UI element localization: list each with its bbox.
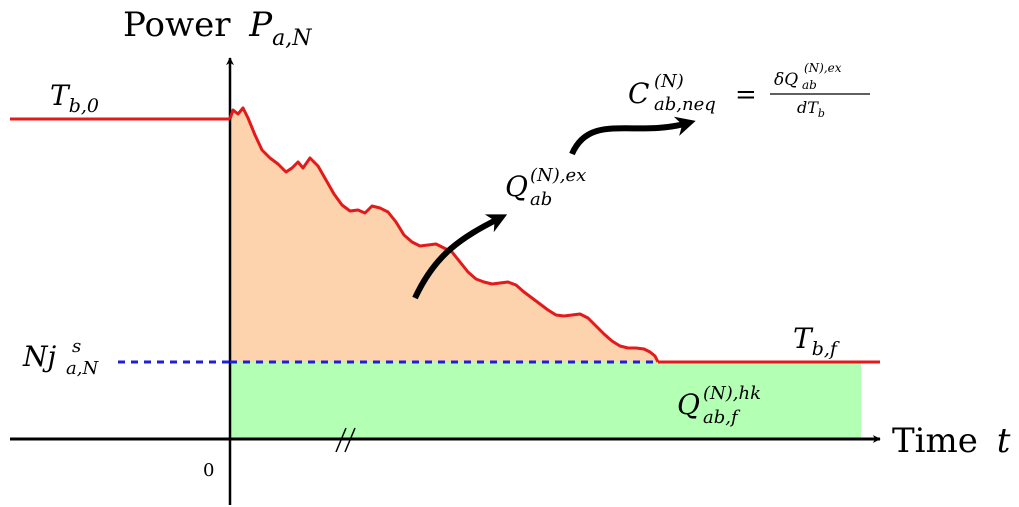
arrow-to-heat-capacity (569, 116, 696, 156)
housekeeping-heat-region (230, 362, 861, 439)
svg-text:Q: Q (677, 388, 700, 421)
svg-text:dTb: dTb (797, 98, 825, 120)
arrow-to-excess-heat (412, 214, 508, 300)
y-axis-title: Power Pa,N (123, 5, 312, 51)
svg-text:ab,neq: ab,neq (654, 94, 716, 115)
initial-temperature-label: Tb,0 (50, 79, 99, 117)
svg-text:s: s (72, 336, 81, 357)
svg-text:(N),ex: (N),ex (804, 61, 842, 75)
housekeeping-heat-label: Q (N),hk ab,f (677, 383, 761, 428)
x-axis-title: Time t (892, 421, 1011, 461)
svg-text:(N),hk: (N),hk (703, 383, 761, 404)
svg-text:C: C (628, 77, 649, 110)
svg-text:δQ: δQ (774, 70, 798, 90)
svg-text:a,N: a,N (66, 358, 99, 379)
svg-text:ab: ab (530, 189, 552, 210)
svg-text:ab: ab (802, 78, 817, 92)
heat-capacity-formula: C (N) ab,neq = δQ (N),ex ab dTb (628, 61, 870, 120)
excess-heat-label: Q (N),ex ab (505, 165, 586, 210)
svg-text:ab,f: ab,f (703, 407, 741, 428)
excess-heat-region (230, 108, 658, 362)
svg-text:Nj: Nj (22, 340, 57, 373)
svg-text:Q: Q (505, 170, 528, 203)
svg-text:=: = (735, 80, 757, 110)
axis-break-mark (335, 427, 356, 453)
final-temperature-label: Tb,f (793, 322, 840, 360)
svg-text:(N): (N) (654, 71, 684, 92)
power-curve (228, 106, 660, 363)
steady-power-label: Nj s a,N (22, 336, 99, 379)
origin-label: 0 (203, 460, 214, 481)
svg-text:(N),ex: (N),ex (530, 165, 586, 186)
